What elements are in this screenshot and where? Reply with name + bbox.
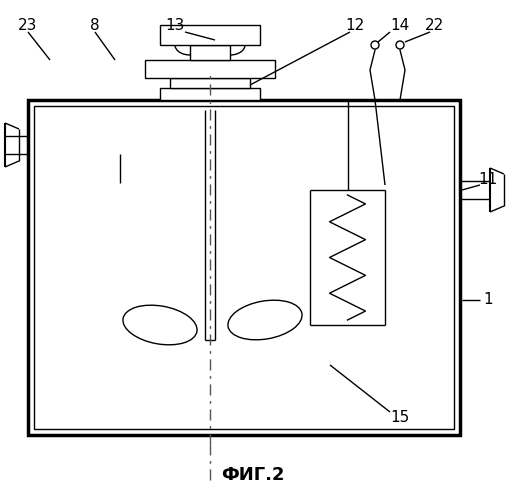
Text: 23: 23 <box>18 18 38 34</box>
Ellipse shape <box>228 300 302 340</box>
Bar <box>145 60 275 78</box>
Text: 1: 1 <box>483 292 493 308</box>
Text: 14: 14 <box>390 18 410 34</box>
Text: 8: 8 <box>90 18 100 34</box>
Bar <box>34 106 454 429</box>
Text: 13: 13 <box>165 18 185 34</box>
Text: ФИГ.2: ФИГ.2 <box>221 466 285 484</box>
Bar <box>160 25 260 45</box>
Bar <box>170 78 250 88</box>
Ellipse shape <box>123 305 197 345</box>
Bar <box>160 88 260 100</box>
Text: 15: 15 <box>390 410 410 426</box>
Text: 11: 11 <box>479 172 498 188</box>
Bar <box>190 45 230 60</box>
Bar <box>28 100 460 435</box>
Text: 12: 12 <box>345 18 365 34</box>
Text: 22: 22 <box>425 18 445 34</box>
